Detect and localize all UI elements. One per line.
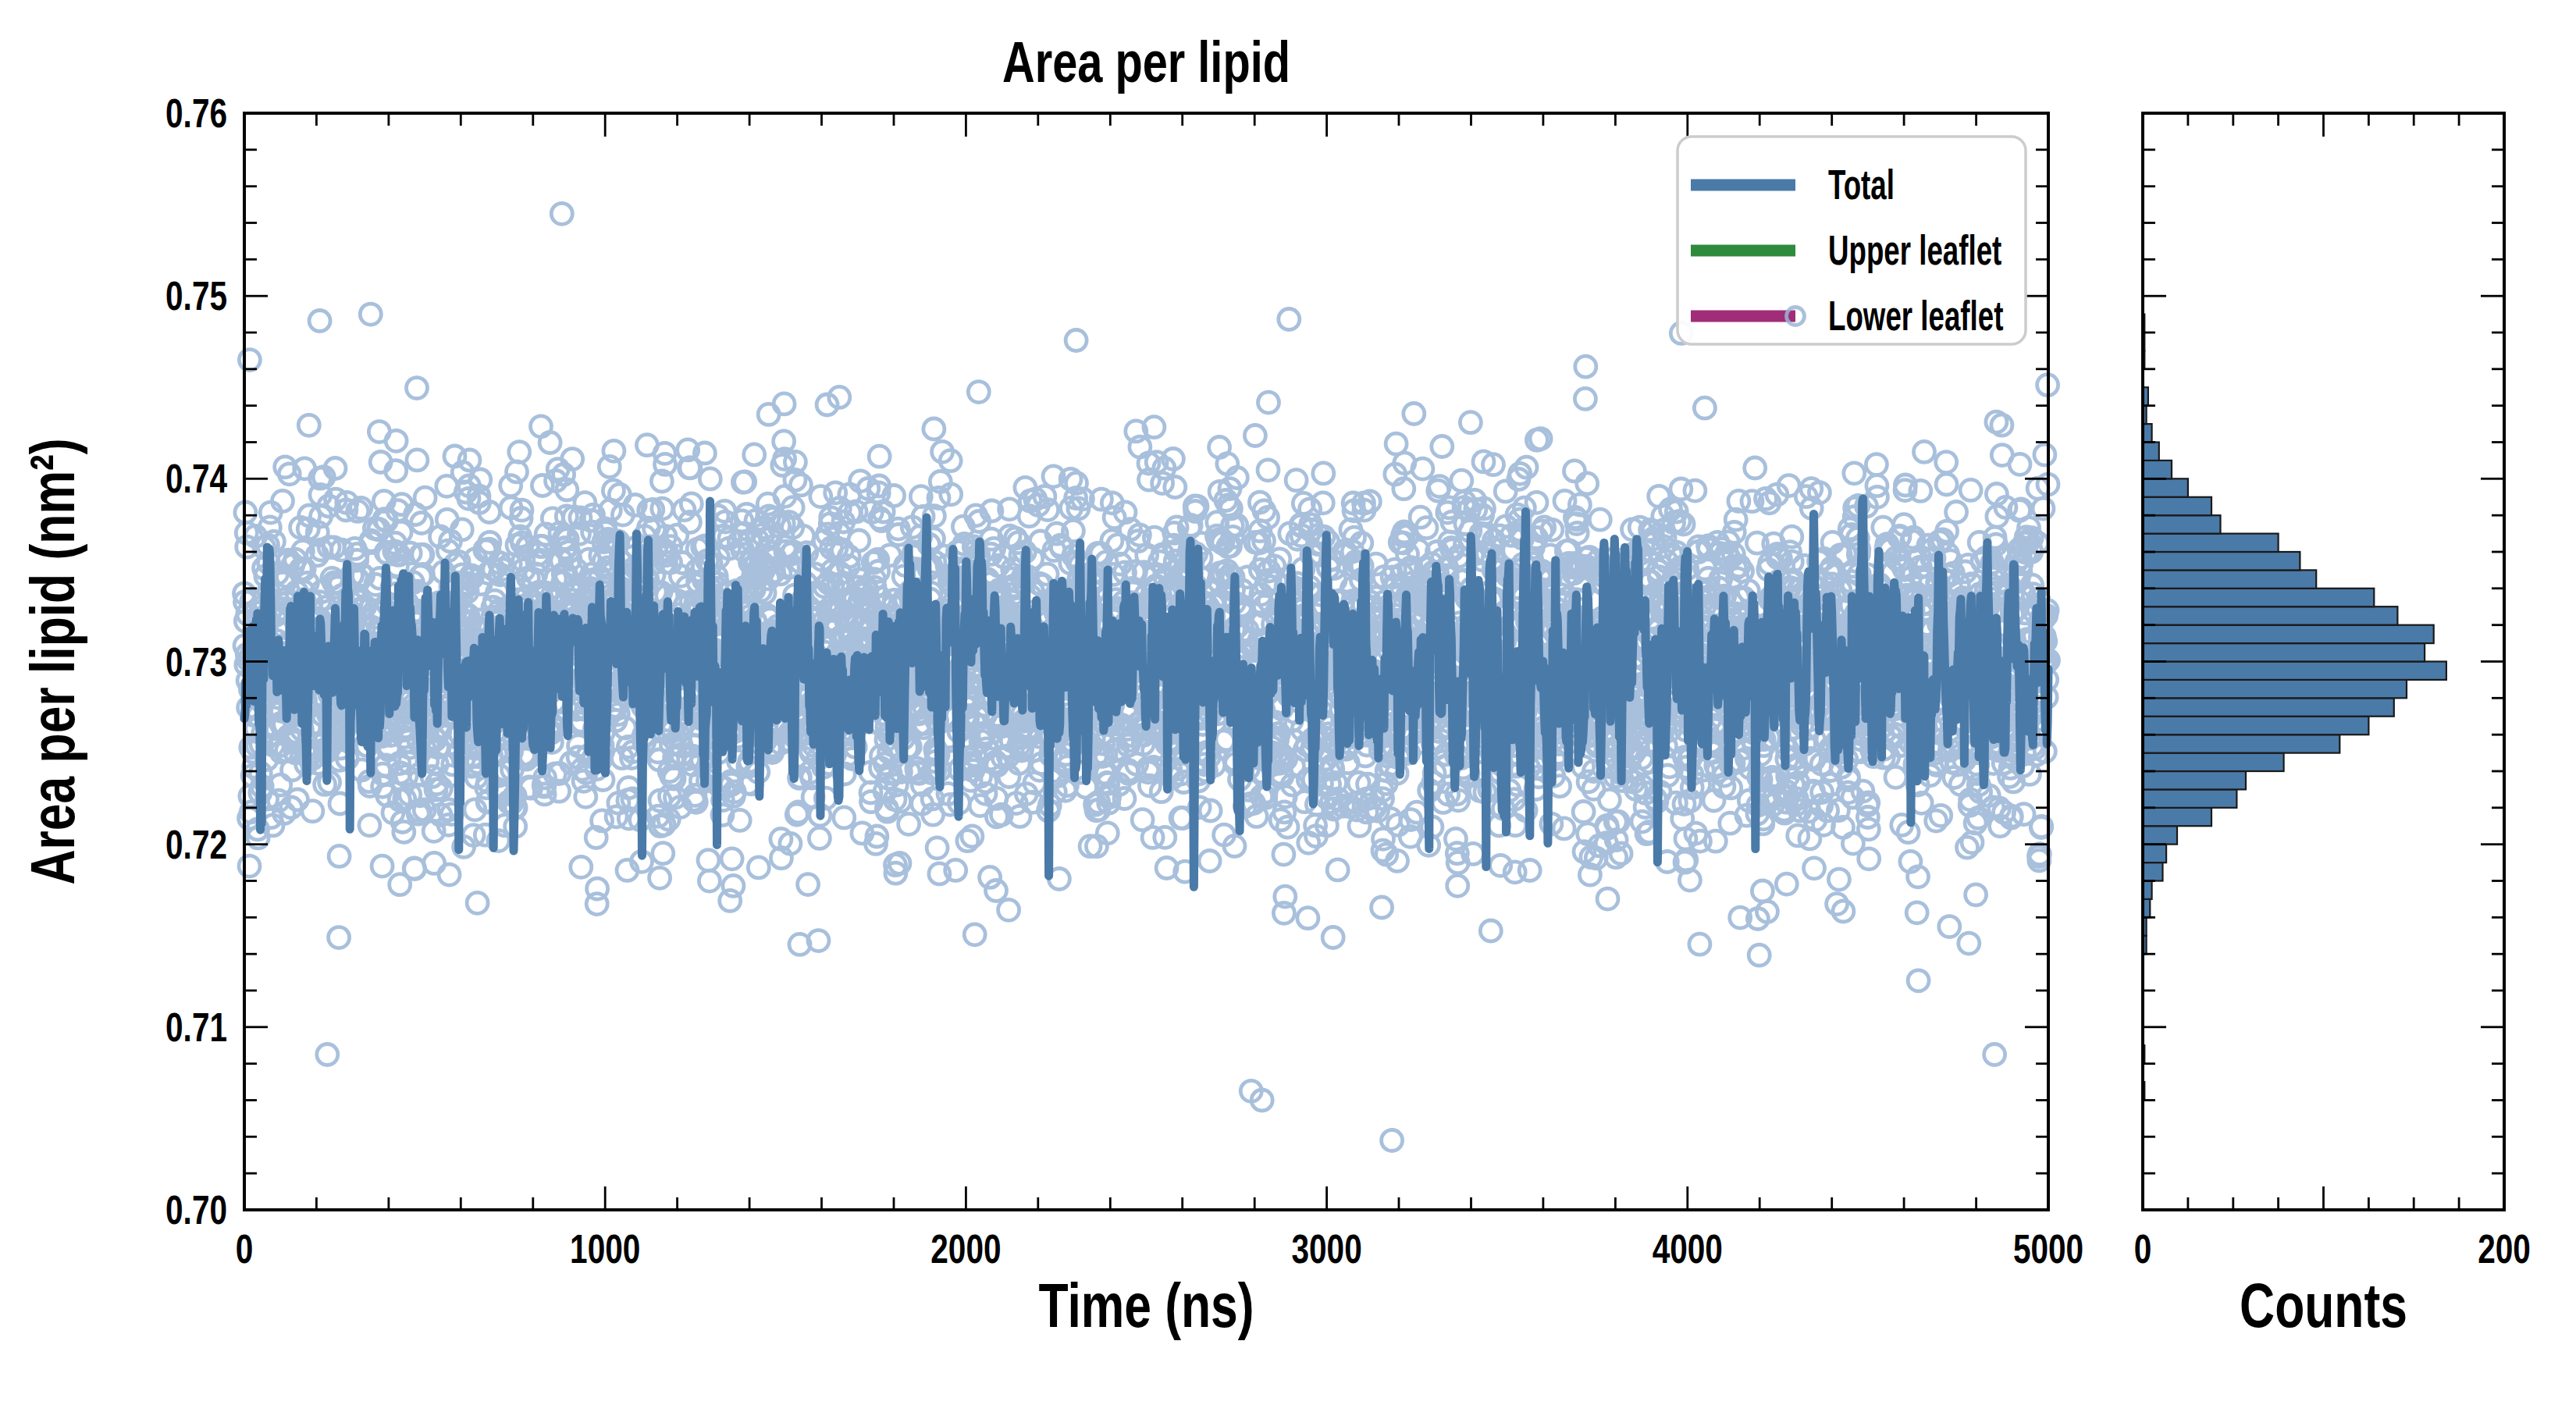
- svg-text:0.71: 0.71: [165, 1005, 227, 1050]
- svg-text:200: 200: [2478, 1226, 2531, 1272]
- svg-text:0.73: 0.73: [165, 639, 227, 685]
- svg-text:Time (ns): Time (ns): [1038, 1271, 1254, 1340]
- svg-text:0.76: 0.76: [165, 91, 227, 136]
- svg-text:0.74: 0.74: [165, 456, 227, 501]
- svg-text:0.70: 0.70: [165, 1187, 227, 1232]
- svg-text:2000: 2000: [930, 1226, 1001, 1272]
- svg-text:Total: Total: [1828, 161, 1895, 208]
- svg-text:4000: 4000: [1653, 1226, 1723, 1272]
- svg-text:0: 0: [236, 1226, 254, 1272]
- svg-text:Area per lipid: Area per lipid: [1002, 30, 1290, 94]
- svg-text:0.75: 0.75: [165, 273, 227, 318]
- svg-text:Area per lipid (nm²): Area per lipid (nm²): [18, 439, 87, 885]
- svg-text:0.72: 0.72: [165, 822, 227, 867]
- svg-text:3000: 3000: [1291, 1226, 1361, 1272]
- svg-text:Upper leaflet: Upper leaflet: [1828, 226, 2001, 274]
- svg-text:0: 0: [2134, 1226, 2152, 1272]
- svg-text:Counts: Counts: [2240, 1271, 2407, 1340]
- svg-text:Lower leaflet: Lower leaflet: [1828, 292, 2003, 340]
- svg-text:1000: 1000: [570, 1226, 640, 1272]
- svg-text:5000: 5000: [2013, 1226, 2083, 1272]
